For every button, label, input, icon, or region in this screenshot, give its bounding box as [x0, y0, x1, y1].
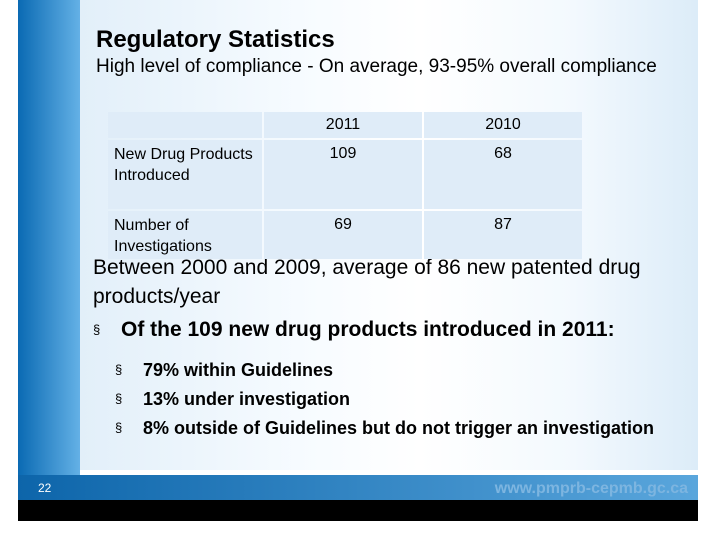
row-label-new-drug-products: New Drug Products Introduced	[108, 140, 262, 209]
square-bullet-icon: §	[115, 420, 123, 435]
square-bullet-icon: §	[115, 362, 123, 377]
stats-table: 2011 2010 New Drug Products Introduced 1…	[106, 110, 584, 261]
cell-value: 109	[264, 140, 422, 209]
sub-bullet-text: 13% under investigation	[143, 389, 351, 409]
cell-value: 69	[264, 211, 422, 259]
left-accent-band	[18, 0, 80, 500]
sub-bullet: § 79% within Guidelines	[93, 358, 658, 382]
bullet-text: Of the 109 new drug products introduced …	[121, 318, 615, 341]
header-2011: 2011	[264, 112, 422, 138]
header-2010: 2010	[424, 112, 582, 138]
square-bullet-icon: §	[115, 391, 123, 406]
sub-bullet: § 13% under investigation	[93, 387, 658, 411]
bottom-black-bar	[18, 500, 698, 521]
table-row: Number of Investigations 69 87	[108, 211, 582, 259]
sub-bullet: § 8% outside of Guidelines but do not tr…	[93, 416, 658, 440]
slide-title: Regulatory Statistics	[96, 26, 335, 53]
square-bullet-icon: §	[93, 322, 101, 337]
row-label-investigations: Number of Investigations	[108, 211, 262, 259]
sub-bullet-text: 79% within Guidelines	[143, 360, 334, 380]
cell-value: 87	[424, 211, 582, 259]
table-header-row: 2011 2010	[108, 112, 582, 138]
footer-url: www.pmprb-cepmb.gc.ca	[494, 480, 688, 497]
body-text: Between 2000 and 2009, average of 86 new…	[93, 253, 698, 440]
slide-subtitle: High level of compliance - On average, 9…	[96, 56, 657, 77]
sub-bullet-text: 8% outside of Guidelines but do not trig…	[143, 418, 655, 438]
body-paragraph: Between 2000 and 2009, average of 86 new…	[93, 256, 641, 308]
bullet-level1: § Of the 109 new drug products introduce…	[93, 315, 698, 344]
table-row: New Drug Products Introduced 109 68	[108, 140, 582, 209]
table-corner-cell	[108, 112, 262, 138]
page-number: 22	[38, 481, 52, 495]
footer-bar	[18, 475, 698, 500]
cell-value: 68	[424, 140, 582, 209]
